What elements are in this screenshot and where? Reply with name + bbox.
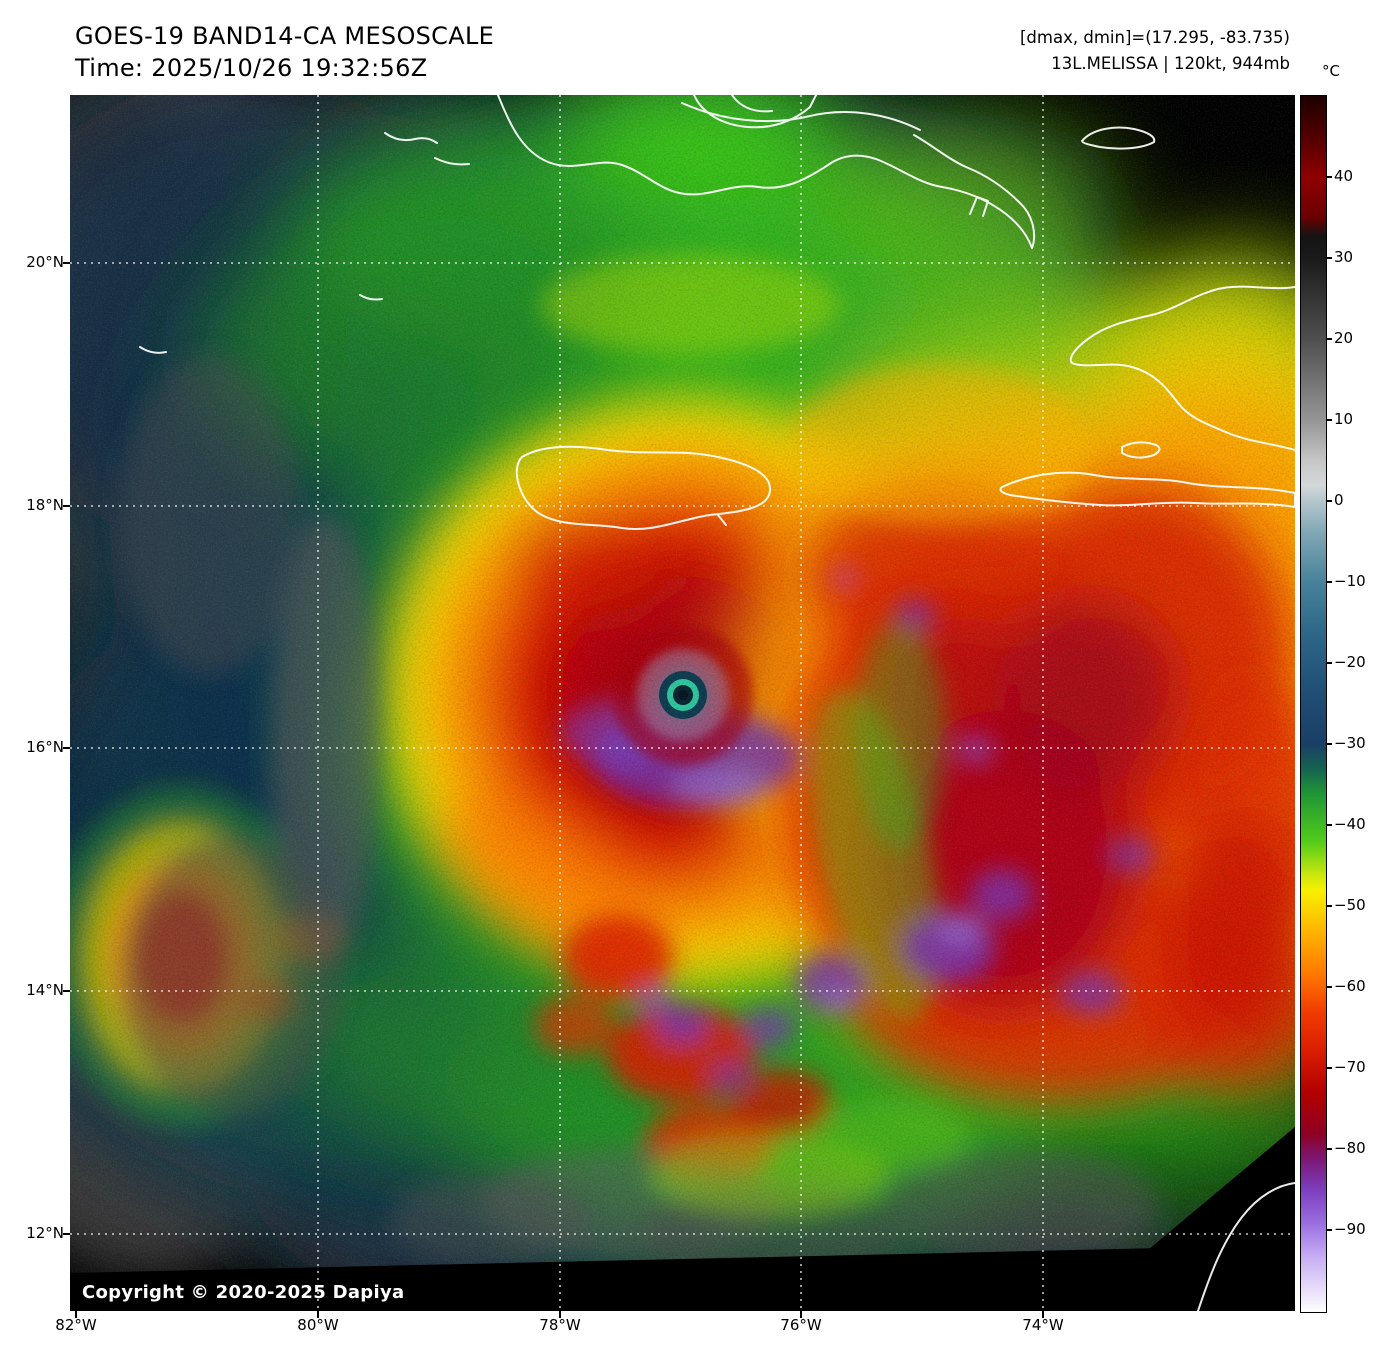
lon-tick-label: 82°W [55, 1316, 97, 1334]
coastline-guajira [1197, 1182, 1296, 1312]
colorbar-tick [1327, 986, 1332, 988]
colorbar-tick-label: −60 [1334, 977, 1366, 995]
colorbar-tick-label: 10 [1334, 410, 1354, 428]
coastline-jamaica [515, 445, 772, 530]
colorbar-tick-label: −10 [1334, 572, 1366, 590]
colorbar-tick-label: −30 [1334, 734, 1366, 752]
axis-tick [63, 990, 70, 992]
lat-tick-label: 14°N [26, 981, 64, 999]
axis-tick [800, 1311, 802, 1318]
colorbar-tick [1327, 1148, 1332, 1150]
colorbar-gradient [1300, 95, 1327, 1313]
lon-tick-label: 76°W [780, 1316, 822, 1334]
lon-tick-label: 78°W [539, 1316, 581, 1334]
axis-tick [317, 1311, 319, 1318]
dmax-dmin-readout: [dmax, dmin]=(17.295, -83.735) [1020, 28, 1290, 47]
colorbar-tick-label: 40 [1334, 167, 1354, 185]
colorbar-tick [1327, 176, 1332, 178]
satellite-imagery [0, 55, 1390, 1355]
lat-tick-label: 12°N [26, 1224, 64, 1242]
colorbar-unit-label: °C [1322, 62, 1340, 80]
coastline-cuba-lagoon [693, 94, 817, 129]
coastline-tortuga [1081, 126, 1156, 150]
lon-tick-label: 80°W [297, 1316, 339, 1334]
lat-tick-label: 16°N [26, 738, 64, 756]
axis-tick [1042, 1311, 1044, 1318]
axis-tick [559, 1311, 561, 1318]
colorbar-tick-label: −50 [1334, 896, 1366, 914]
axis-tick [63, 262, 70, 264]
colorbar-tick [1327, 419, 1332, 421]
colorbar-tick [1327, 743, 1332, 745]
lon-tick-label: 74°W [1022, 1316, 1064, 1334]
lat-tick-label: 18°N [26, 496, 64, 514]
colorbar-tick [1327, 824, 1332, 826]
colorbar-tick [1327, 581, 1332, 583]
coastline-guantanamo-inlet [969, 196, 989, 217]
axis-tick [75, 1311, 77, 1318]
colorbar-tick-label: 30 [1334, 248, 1354, 266]
storm-readout: 13L.MELISSA | 120kt, 944mb [1051, 54, 1290, 73]
colorbar-tick [1327, 1229, 1332, 1231]
colorbar-tick [1327, 905, 1332, 907]
coastline-gonave [1121, 441, 1161, 459]
colorbar-tick [1327, 257, 1332, 259]
colorbar-tick [1327, 338, 1332, 340]
axis-tick [63, 505, 70, 507]
coastline-cays [139, 132, 470, 354]
gridlines [70, 95, 1295, 1311]
coastline-cuba-south [497, 94, 1036, 249]
noise-overlay [70, 95, 1295, 1311]
axis-tick [63, 747, 70, 749]
coastline-cuba-north [681, 102, 921, 131]
map-plot [0, 55, 1390, 1355]
page-title: GOES-19 BAND14-CA MESOSCALE [75, 22, 495, 50]
lat-tick-label: 20°N [26, 253, 64, 271]
colorbar-tick [1327, 662, 1332, 664]
copyright-watermark: Copyright © 2020-2025 Dapiya [82, 1282, 405, 1303]
coastline-haiti-north [1069, 285, 1296, 451]
no-data-mask [70, 1127, 1295, 1311]
colorbar-tick-label: −80 [1334, 1139, 1366, 1157]
colorbar-tick [1327, 1067, 1332, 1069]
colorbar-tick-label: −90 [1334, 1220, 1366, 1238]
coastline-haiti-south-peninsula [999, 471, 1296, 508]
colorbar-tick-label: 0 [1334, 491, 1344, 509]
axis-tick [63, 1233, 70, 1235]
colorbar-tick-label: −20 [1334, 653, 1366, 671]
colorbar-tick-label: −40 [1334, 815, 1366, 833]
colorbar-tick-label: −70 [1334, 1058, 1366, 1076]
colorbar-tick [1327, 500, 1332, 502]
colorbar-tick-label: 20 [1334, 329, 1354, 347]
timestamp: Time: 2025/10/26 19:32:56Z [75, 54, 428, 82]
